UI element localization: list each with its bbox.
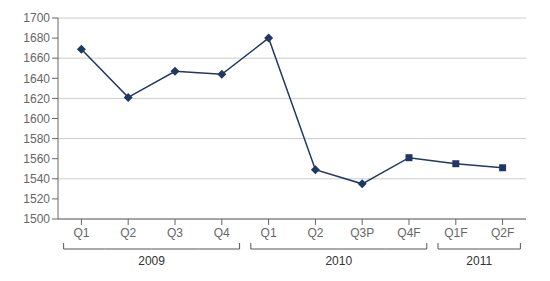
svg-text:1700: 1700 [23, 11, 50, 25]
svg-text:Q3P: Q3P [350, 226, 374, 240]
svg-text:Q1: Q1 [73, 226, 89, 240]
svg-text:Q2: Q2 [307, 226, 323, 240]
svg-text:1620: 1620 [23, 92, 50, 106]
svg-text:Q1F: Q1F [444, 226, 467, 240]
svg-text:1560: 1560 [23, 152, 50, 166]
svg-text:Q2: Q2 [120, 226, 136, 240]
svg-text:Q3: Q3 [167, 226, 183, 240]
svg-text:1680: 1680 [23, 31, 50, 45]
svg-text:1500: 1500 [23, 212, 50, 226]
svg-text:2010: 2010 [325, 254, 352, 268]
svg-text:1660: 1660 [23, 51, 50, 65]
svg-text:1580: 1580 [23, 132, 50, 146]
svg-text:Q1: Q1 [261, 226, 277, 240]
svg-text:1540: 1540 [23, 172, 50, 186]
svg-text:1640: 1640 [23, 72, 50, 86]
svg-text:1600: 1600 [23, 112, 50, 126]
svg-text:2009: 2009 [138, 254, 165, 268]
svg-text:Q4: Q4 [214, 226, 230, 240]
svg-text:1520: 1520 [23, 192, 50, 206]
svg-text:2011: 2011 [466, 254, 492, 268]
svg-text:Q4F: Q4F [397, 226, 420, 240]
svg-text:Q2F: Q2F [491, 226, 514, 240]
